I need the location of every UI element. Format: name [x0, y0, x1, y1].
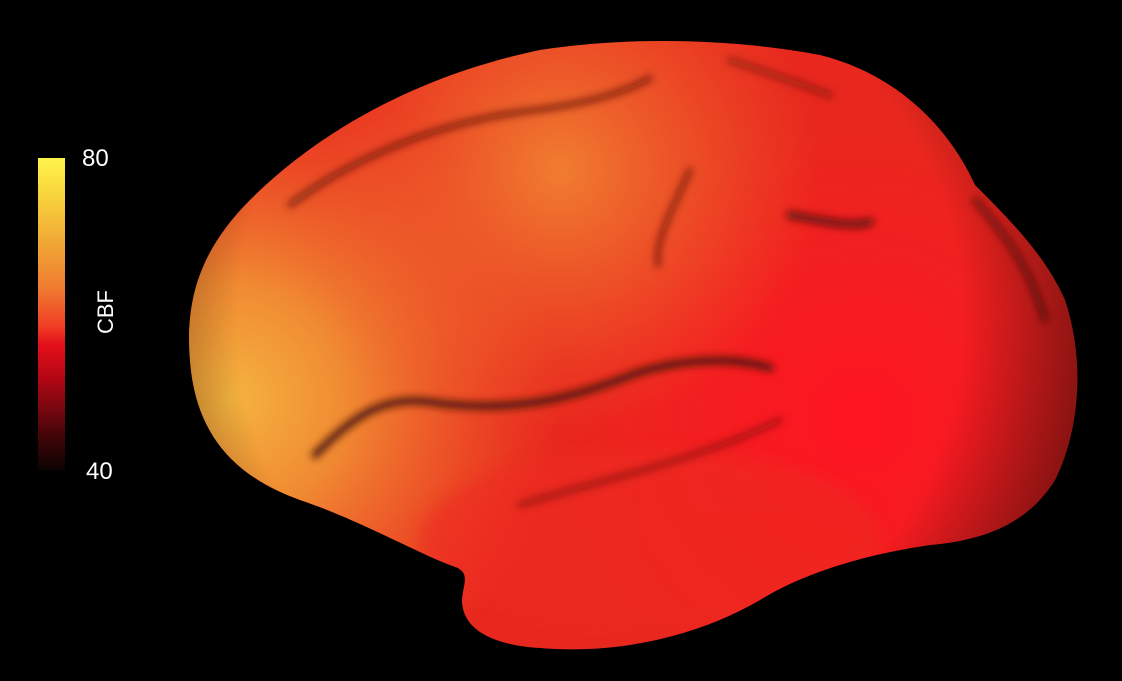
colorbar-min-label: 40	[86, 458, 113, 485]
colorbar	[38, 158, 65, 470]
colorbar-max-label: 80	[82, 145, 109, 172]
colorbar-title: CBF	[93, 290, 118, 334]
